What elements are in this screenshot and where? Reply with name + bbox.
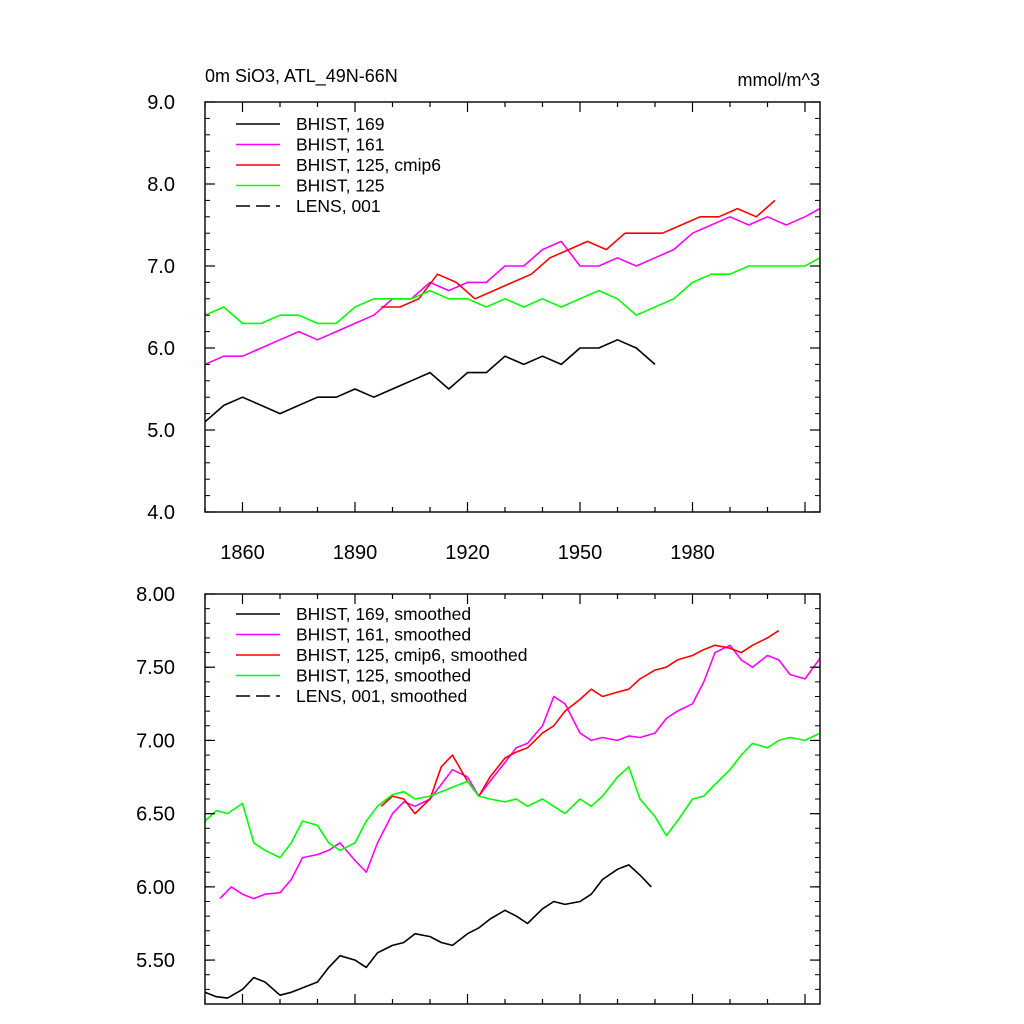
x-tick-label: 1860 [220, 542, 265, 564]
x-tick-label: 1890 [333, 542, 378, 564]
y-tick-label: 9.0 [147, 92, 175, 114]
y-tick-label: 6.00 [136, 877, 175, 899]
series-line-2 [219, 644, 821, 900]
y-tick-label: 5.50 [136, 950, 175, 972]
series-line-1 [204, 864, 652, 999]
bottom-panel: 5.50 6.00 6.50 7.00 7.50 8.00 BHIST, 169, smoo… [136, 584, 821, 1005]
x-tick-label: 1920 [445, 542, 490, 564]
x-tick-label: 1950 [558, 542, 603, 564]
y-tick-label: 7.0 [147, 256, 175, 278]
legend-label: LENS, 001, smoothed [296, 686, 467, 706]
legend-label: BHIST, 125, cmip6, smoothed [296, 645, 528, 665]
plot-frame [204, 101, 821, 513]
series-line-4 [204, 732, 821, 859]
legend-label: BHIST, 125, smoothed [296, 666, 471, 686]
legend-label: BHIST, 125, cmip6 [296, 155, 441, 175]
y-tick-label: 7.50 [136, 657, 175, 679]
y-tick-label: 8.00 [136, 584, 175, 606]
series-line-3 [380, 629, 780, 815]
legend-label: BHIST, 161 [296, 135, 385, 155]
y-tick-label: 6.0 [147, 338, 175, 360]
legend-label: BHIST, 161, smoothed [296, 625, 471, 645]
series-line-4 [204, 257, 821, 325]
legend-label: BHIST, 169 [296, 114, 385, 134]
y-tick-label: 8.0 [147, 174, 175, 196]
legend-label: BHIST, 125 [296, 176, 385, 196]
series-line-2 [204, 207, 821, 366]
panel-title: 0m SiO3, ATL_49N-66N [205, 66, 398, 87]
y-tick-label: 5.0 [147, 420, 175, 442]
y-tick-label: 7.00 [136, 730, 175, 752]
legend-label: BHIST, 169, smoothed [296, 604, 471, 624]
series-line-1 [204, 338, 656, 423]
x-tick-label: 1980 [670, 542, 715, 564]
y-tick-label: 4.0 [147, 502, 175, 524]
series-line-3 [381, 199, 776, 308]
top-panel: 0m SiO3, ATL_49N-66N mmol/m^3 4.0 5.0 6.0 7… [147, 66, 821, 564]
y-tick-label: 6.50 [136, 804, 175, 826]
units-label: mmol/m^3 [738, 70, 820, 90]
legend-label: LENS, 001 [296, 196, 381, 216]
